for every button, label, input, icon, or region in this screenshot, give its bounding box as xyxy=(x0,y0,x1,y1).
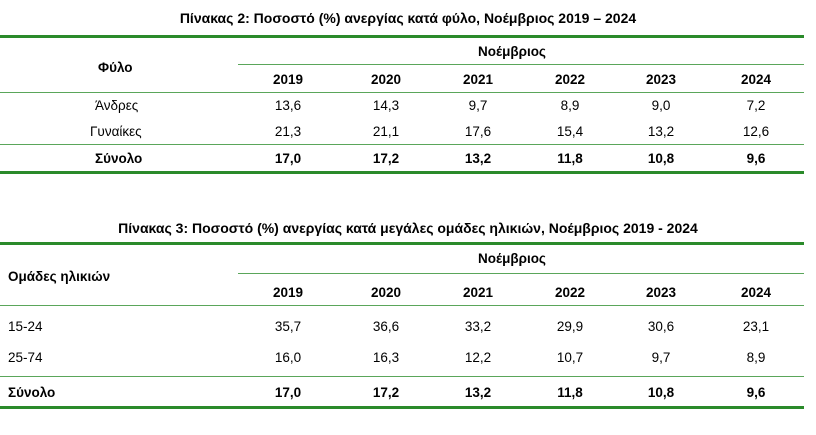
table2-year-2024: 2024 xyxy=(721,72,791,87)
table2-total-cell: 17,0 xyxy=(253,151,323,166)
table2-total-cell: 11,8 xyxy=(535,151,605,166)
table3-cell: 16,3 xyxy=(351,350,421,365)
table2-year-2020: 2020 xyxy=(351,72,421,87)
table3-total-label: Σύνολο xyxy=(8,385,55,400)
table2-cell: 9,7 xyxy=(443,98,513,113)
table2-row-header: Φύλο xyxy=(98,60,133,75)
table2-cell: 12,6 xyxy=(721,124,791,139)
table3-total-cell: 17,0 xyxy=(253,385,323,400)
table3-total-cell: 11,8 xyxy=(535,385,605,400)
table2-cell: 14,3 xyxy=(351,98,421,113)
table3-group-rule xyxy=(238,273,804,274)
table2-top-rule xyxy=(0,35,804,38)
table3-top-rule xyxy=(0,242,804,245)
table2-cell: 7,2 xyxy=(721,98,791,113)
table3-title: Πίνακας 3: Ποσοστό (%) ανεργίας κατά μεγ… xyxy=(0,220,816,236)
table2-total-cell: 9,6 xyxy=(721,151,791,166)
table2-group-header: Νοέμβριος xyxy=(478,44,546,59)
table2-year-2022: 2022 xyxy=(535,72,605,87)
table3-total-cell: 13,2 xyxy=(443,385,513,400)
table3-year-2024: 2024 xyxy=(721,285,791,300)
table3-cell: 33,2 xyxy=(443,319,513,334)
table2-cell: 21,1 xyxy=(351,124,421,139)
table3-cell: 10,7 xyxy=(535,350,605,365)
table3-row-label: 25-74 xyxy=(8,350,43,365)
table3-year-2020: 2020 xyxy=(351,285,421,300)
table2-row-label: Γυναίκες xyxy=(90,124,142,139)
table3-total-cell: 10,8 xyxy=(626,385,696,400)
table2-group-rule xyxy=(238,64,804,65)
table2-title: Πίνακας 2: Ποσοστό (%) ανεργίας κατά φύλ… xyxy=(0,10,816,26)
table3-year-2022: 2022 xyxy=(535,285,605,300)
table3-bottom-rule xyxy=(0,406,804,409)
table2-cell: 9,0 xyxy=(626,98,696,113)
table2-header-rule xyxy=(0,92,804,93)
table3-cell: 29,9 xyxy=(535,319,605,334)
table3-year-2019: 2019 xyxy=(253,285,323,300)
table3-year-2021: 2021 xyxy=(443,285,513,300)
table3-total-rule xyxy=(0,376,804,377)
table3-cell: 30,6 xyxy=(626,319,696,334)
table2-cell: 13,2 xyxy=(626,124,696,139)
table2-row-label: Άνδρες xyxy=(95,98,138,113)
table2-year-2023: 2023 xyxy=(626,72,696,87)
table3-row-label: 15-24 xyxy=(8,319,43,334)
table3-year-2023: 2023 xyxy=(626,285,696,300)
table2-cell: 15,4 xyxy=(535,124,605,139)
table3-row-header: Ομάδες ηλικιών xyxy=(8,269,110,284)
table3-cell: 16,0 xyxy=(253,350,323,365)
table2-total-label: Σύνολο xyxy=(95,151,142,166)
table3-group-header: Νοέμβριος xyxy=(478,251,546,266)
table3-cell: 9,7 xyxy=(626,350,696,365)
table3-cell: 12,2 xyxy=(443,350,513,365)
table2-total-cell: 17,2 xyxy=(351,151,421,166)
table3-cell: 35,7 xyxy=(253,319,323,334)
table2-cell: 8,9 xyxy=(535,98,605,113)
table2-total-cell: 10,8 xyxy=(626,151,696,166)
table2-year-2019: 2019 xyxy=(253,72,323,87)
table2-total-cell: 13,2 xyxy=(443,151,513,166)
table3-cell: 23,1 xyxy=(721,319,791,334)
table3-total-cell: 9,6 xyxy=(721,385,791,400)
table2-total-rule xyxy=(0,144,804,145)
table2-year-2021: 2021 xyxy=(443,72,513,87)
table3-header-rule xyxy=(0,305,804,306)
table3-cell: 36,6 xyxy=(351,319,421,334)
table3-cell: 8,9 xyxy=(721,350,791,365)
table3-total-cell: 17,2 xyxy=(351,385,421,400)
table2-cell: 13,6 xyxy=(253,98,323,113)
table2-cell: 17,6 xyxy=(443,124,513,139)
table2-bottom-rule xyxy=(0,171,804,174)
table2-cell: 21,3 xyxy=(253,124,323,139)
